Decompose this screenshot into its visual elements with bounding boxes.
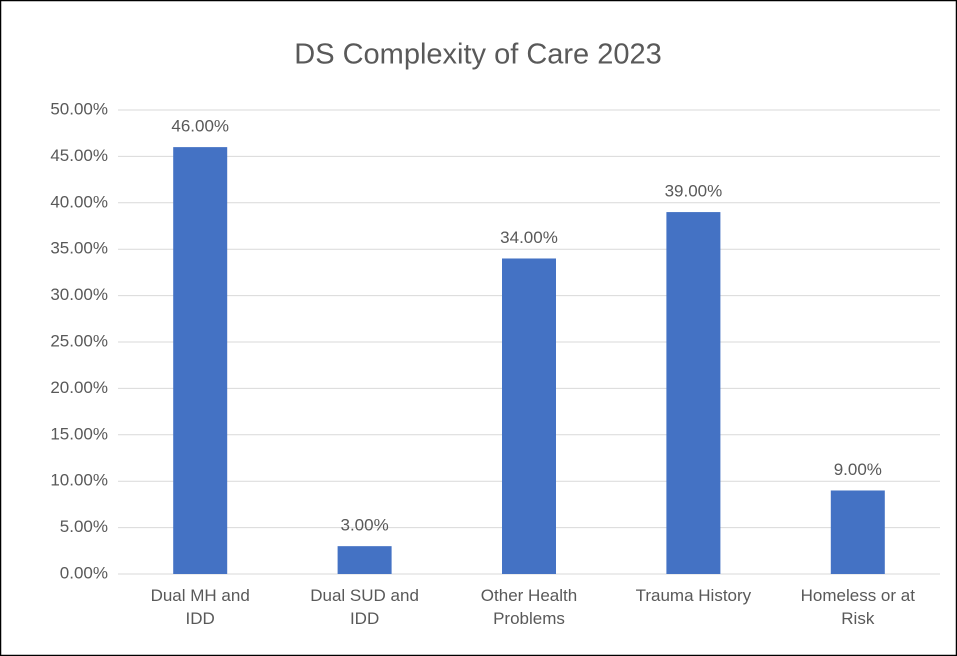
y-tick-label: 20.00% bbox=[50, 378, 108, 397]
y-tick-label: 50.00% bbox=[50, 99, 108, 118]
data-label: 39.00% bbox=[665, 182, 723, 201]
x-tick-label: Other Health Problems bbox=[480, 586, 578, 628]
y-tick-label: 5.00% bbox=[60, 517, 108, 536]
data-label: 46.00% bbox=[171, 117, 229, 136]
y-tick-label: 25.00% bbox=[50, 331, 108, 350]
data-label: 9.00% bbox=[834, 460, 882, 479]
data-label: 34.00% bbox=[500, 228, 558, 247]
data-label: 3.00% bbox=[340, 516, 388, 535]
x-tick-label: Trauma History bbox=[635, 586, 752, 605]
bar bbox=[173, 147, 228, 574]
y-tick-label: 35.00% bbox=[50, 239, 108, 258]
bar bbox=[666, 212, 721, 574]
y-tick-label: 0.00% bbox=[60, 563, 108, 582]
x-tick-label: Homeless or at Risk bbox=[800, 586, 915, 628]
bar bbox=[830, 490, 885, 574]
x-tick-label: Dual MH and IDD bbox=[150, 586, 250, 628]
y-tick-label: 45.00% bbox=[50, 146, 108, 165]
y-tick-label: 40.00% bbox=[50, 192, 108, 211]
bar bbox=[502, 258, 556, 574]
y-tick-label: 10.00% bbox=[50, 471, 108, 490]
bar bbox=[337, 546, 392, 574]
y-tick-label: 30.00% bbox=[50, 285, 108, 304]
y-tick-label: 15.00% bbox=[50, 424, 108, 443]
x-tick-label: Dual SUD and IDD bbox=[310, 586, 419, 628]
chart-title: DS Complexity of Care 2023 bbox=[294, 39, 662, 71]
